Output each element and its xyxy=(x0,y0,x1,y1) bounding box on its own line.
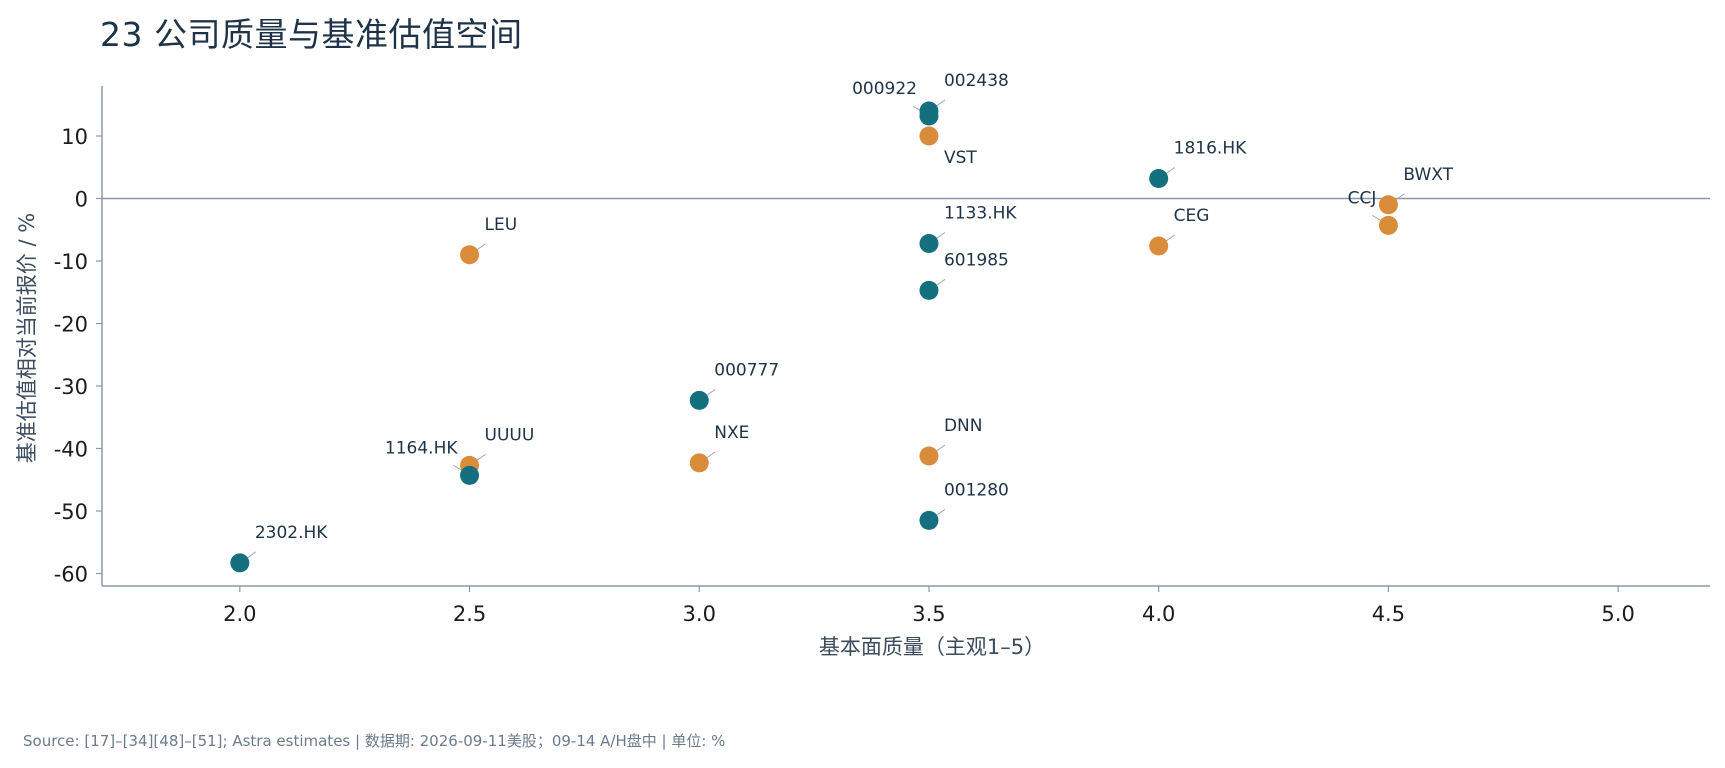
point-label: VST xyxy=(944,148,977,168)
x-axis-ticks: 2.0 2.5 3.0 3.5 4.0 4.5 5.0 xyxy=(223,586,1635,626)
data-points xyxy=(230,101,1398,573)
y-tick-label: -30 xyxy=(54,375,88,399)
y-tick-label: 10 xyxy=(61,125,88,149)
data-point-2302-hk xyxy=(230,553,250,573)
chart-title: 23 公司质量与基准估值空间 xyxy=(100,15,523,54)
y-axis-title: 基准估值相对当前报价 / % xyxy=(15,213,39,463)
point-label: UUUU xyxy=(485,425,535,445)
data-point-1816-hk xyxy=(1149,169,1169,188)
point-label: 001280 xyxy=(944,480,1009,500)
point-label: NXE xyxy=(714,423,749,443)
data-point-dnn xyxy=(919,446,939,466)
point-label: 1133.HK xyxy=(944,204,1017,224)
point-label: 000922 xyxy=(852,79,917,99)
point-label: 601985 xyxy=(944,250,1009,270)
x-tick-label: 5.0 xyxy=(1601,602,1634,626)
point-labels: 002438 000922 VST 1816.HK BWXT CCJ CEG 1133.HK L… xyxy=(255,71,1454,543)
point-label: 000777 xyxy=(714,360,779,380)
y-tick-label: -10 xyxy=(54,250,88,274)
scatter-chart: 2.0 2.5 3.0 3.5 4.0 4.5 5.0 10 0 -10 -20 -30 -40 -50… xyxy=(15,71,1710,659)
point-label: CCJ xyxy=(1348,188,1377,208)
data-point-1164-hk xyxy=(460,465,480,485)
x-tick-label: 2.5 xyxy=(453,602,486,626)
data-point-bwxt xyxy=(1378,195,1398,215)
point-label: 002438 xyxy=(944,71,1009,91)
point-label: BWXT xyxy=(1403,165,1453,185)
x-axis-title: 基本面质量（主观1–5） xyxy=(819,635,1045,659)
y-tick-label: -20 xyxy=(54,313,88,337)
y-axis-ticks: 10 0 -10 -20 -30 -40 -50 -60 xyxy=(54,125,102,587)
data-point-ceg xyxy=(1149,236,1169,256)
point-label: CEG xyxy=(1174,206,1210,226)
y-tick-label: 0 xyxy=(75,188,88,212)
data-point-000922 xyxy=(919,106,939,126)
x-tick-label: 3.0 xyxy=(683,602,716,626)
data-point-601985 xyxy=(919,280,939,300)
source-note: Source: [17]–[34][48]–[51]; Astra estima… xyxy=(23,732,726,750)
point-label: LEU xyxy=(485,215,518,235)
x-tick-label: 4.0 xyxy=(1142,602,1175,626)
y-tick-label: -60 xyxy=(54,563,88,587)
data-point-nxe xyxy=(689,453,709,473)
data-point-000777 xyxy=(689,390,709,410)
data-point-ccj xyxy=(1378,215,1398,235)
x-tick-label: 3.5 xyxy=(912,602,945,626)
x-tick-label: 2.0 xyxy=(223,602,256,626)
data-point-leu xyxy=(460,245,480,265)
data-point-001280 xyxy=(919,510,939,530)
data-point-1133-hk xyxy=(919,234,939,253)
x-tick-label: 4.5 xyxy=(1372,602,1405,626)
label-leader-lines xyxy=(245,99,1405,560)
y-tick-label: -40 xyxy=(54,438,88,462)
point-label: 1816.HK xyxy=(1174,139,1247,159)
point-label: DNN xyxy=(944,416,983,436)
y-tick-label: -50 xyxy=(54,500,88,524)
data-point-vst xyxy=(919,126,939,146)
point-label: 1164.HK xyxy=(385,438,458,458)
point-label: 2302.HK xyxy=(255,523,328,543)
